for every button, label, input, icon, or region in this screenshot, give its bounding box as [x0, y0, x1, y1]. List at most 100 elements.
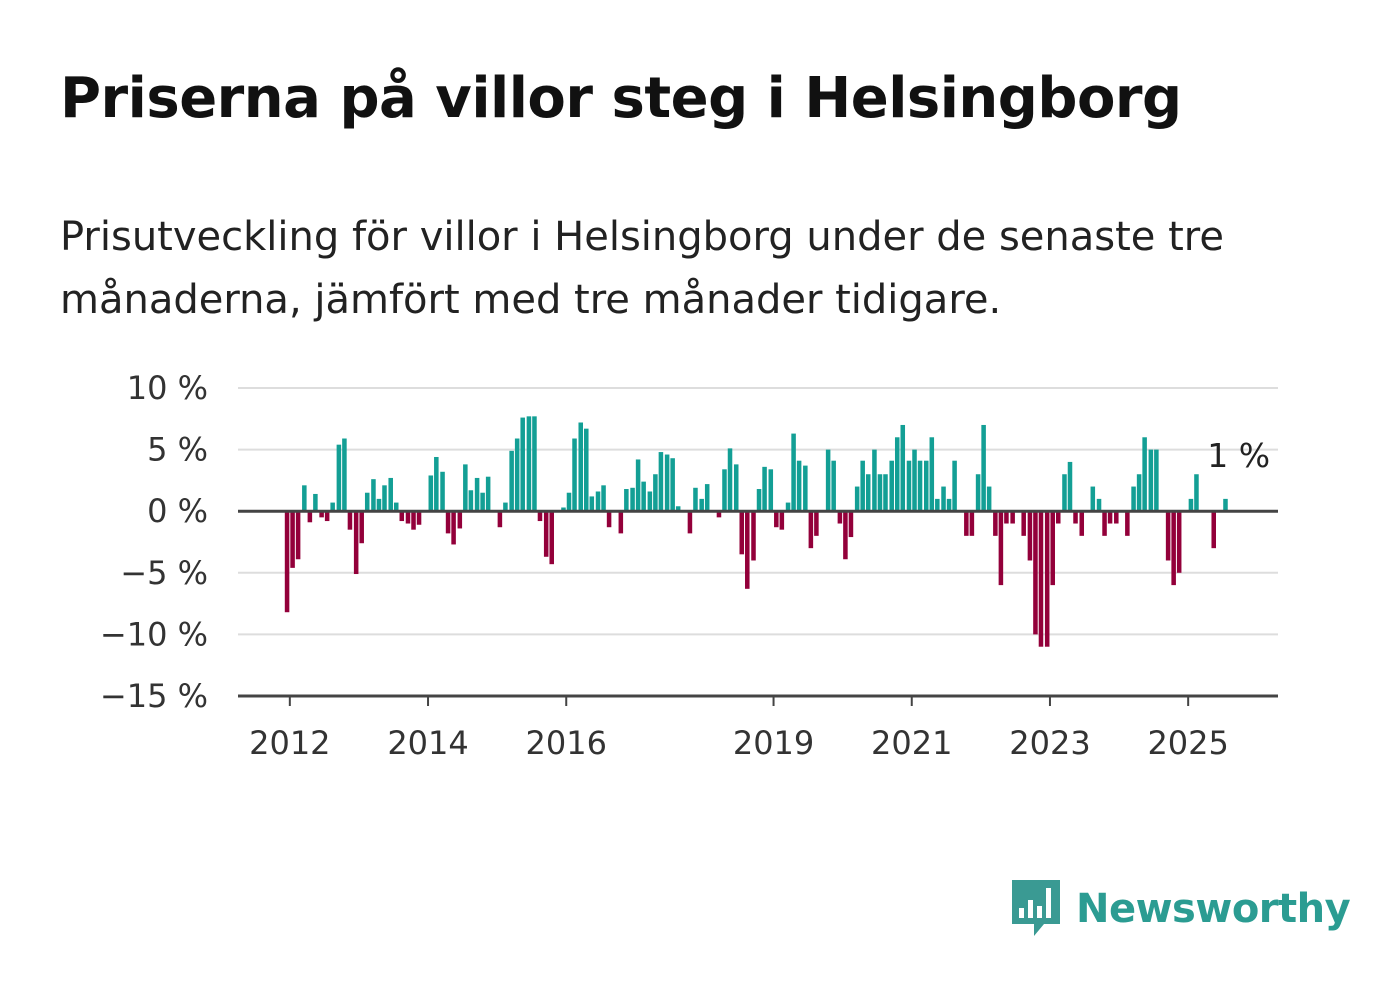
bar — [376, 498, 382, 512]
bar — [1125, 511, 1130, 536]
bar — [872, 449, 877, 512]
bar — [1171, 511, 1176, 586]
bar — [774, 511, 779, 528]
x-tick-label: 2016 — [526, 724, 607, 762]
bar — [1165, 511, 1171, 561]
bar — [768, 469, 774, 512]
bar — [808, 511, 814, 549]
bar — [727, 448, 733, 512]
bar — [1131, 486, 1136, 512]
axes — [238, 509, 1278, 706]
bar — [302, 485, 307, 512]
bar — [1090, 486, 1096, 512]
bar — [1102, 511, 1107, 536]
bar — [295, 511, 301, 560]
bar — [405, 511, 411, 524]
bar — [803, 465, 808, 512]
bar — [371, 479, 376, 512]
bar — [324, 511, 330, 522]
bar — [1194, 474, 1199, 512]
bar — [1096, 498, 1102, 512]
latest-value-annotation: 1 % — [1207, 436, 1270, 475]
bar — [601, 485, 606, 512]
newsworthy-bar-chart-icon — [1012, 880, 1060, 936]
bar — [1079, 511, 1085, 536]
bar — [975, 474, 981, 512]
bar — [1038, 511, 1044, 647]
bar — [399, 511, 405, 522]
bar — [969, 511, 975, 536]
bar — [843, 511, 848, 560]
bar — [440, 471, 445, 512]
bar — [537, 511, 543, 522]
y-tick-label: −10 % — [100, 615, 208, 653]
bar — [474, 477, 480, 512]
bar — [606, 511, 612, 528]
bar — [416, 511, 422, 525]
bar — [733, 464, 739, 512]
bar — [635, 459, 641, 512]
x-tick-label: 2014 — [387, 724, 468, 762]
bar — [796, 460, 802, 512]
bar — [1176, 511, 1182, 573]
bar — [900, 424, 906, 512]
bar — [1062, 474, 1067, 512]
bar — [854, 486, 860, 512]
bar — [468, 490, 474, 512]
bar — [658, 452, 664, 512]
bar — [319, 511, 324, 518]
bar — [906, 460, 912, 512]
bar — [520, 417, 525, 512]
bar — [509, 450, 514, 512]
bar — [624, 489, 629, 512]
bar — [751, 511, 756, 561]
bar — [1044, 511, 1050, 647]
bar — [912, 449, 917, 512]
chart-title: Priserna på villor steg i Helsingborg — [60, 66, 1182, 131]
bar — [290, 511, 295, 568]
x-axis-tick-labels: 2012 2014 2016 2019 2021 2023 2025 — [249, 724, 1229, 762]
bar — [837, 511, 843, 524]
bar — [526, 416, 532, 512]
bar — [687, 511, 693, 534]
bar — [313, 493, 318, 512]
bar — [434, 456, 439, 512]
bar — [1004, 511, 1009, 524]
bar — [641, 481, 646, 512]
bar — [675, 506, 681, 512]
bar — [1154, 449, 1159, 512]
bar — [347, 511, 353, 530]
bar — [653, 474, 658, 512]
y-tick-label: 5 % — [147, 431, 208, 469]
bar — [889, 460, 894, 512]
bar — [1050, 511, 1055, 586]
bar — [549, 511, 554, 565]
bar — [497, 511, 503, 528]
bar — [514, 438, 520, 512]
bar — [353, 511, 359, 575]
bar — [393, 502, 399, 512]
bar — [993, 511, 998, 536]
bar — [463, 464, 468, 512]
bar — [831, 460, 836, 512]
bar — [929, 437, 935, 512]
bar — [411, 511, 416, 530]
bar — [1067, 461, 1073, 512]
bar — [572, 438, 577, 512]
bar — [877, 474, 883, 512]
price-change-bar-chart: 10 %5 %0 %−5 %−10 %−15 % 2012 2014 2016 201… — [100, 369, 1278, 762]
chart-subtitle: Prisutveckling för villor i Helsingborg … — [60, 214, 1224, 323]
bar — [1073, 511, 1078, 524]
y-tick-label: 10 % — [127, 369, 208, 407]
bar — [382, 485, 387, 512]
bar — [1188, 498, 1194, 512]
bar — [561, 507, 566, 512]
x-tick-label: 2019 — [733, 724, 814, 762]
bar — [1142, 437, 1147, 512]
bar — [1107, 511, 1113, 524]
bar — [330, 502, 335, 512]
bar — [699, 498, 704, 512]
bar — [503, 502, 508, 512]
bar — [388, 477, 393, 512]
bar — [664, 454, 670, 512]
